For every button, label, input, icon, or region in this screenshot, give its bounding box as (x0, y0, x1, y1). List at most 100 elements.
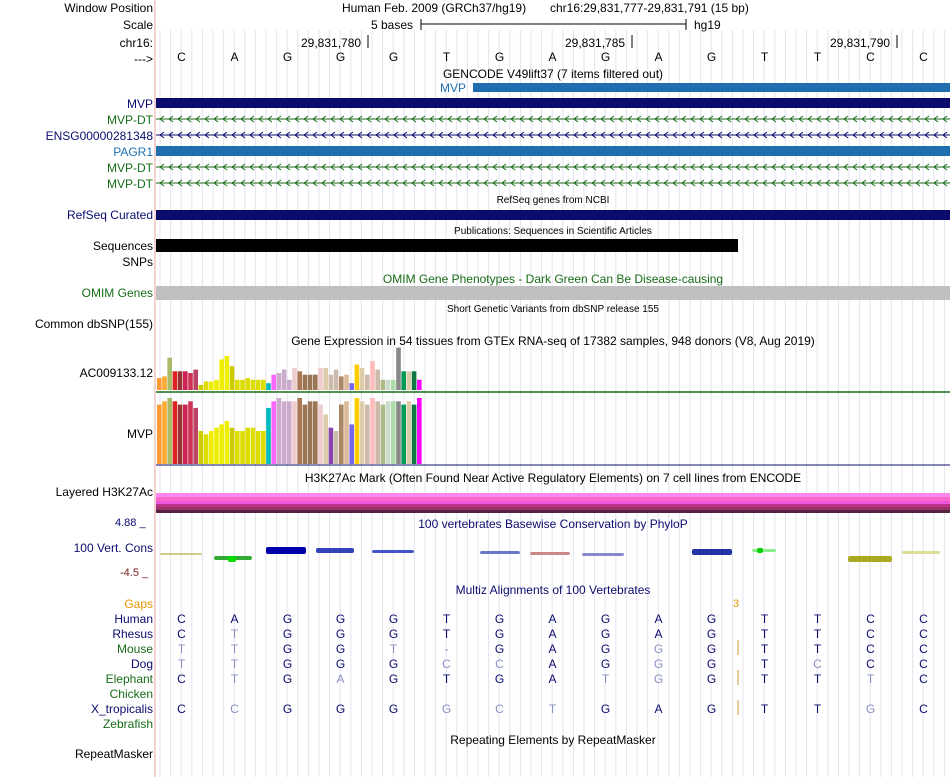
gtex-bar-mvp[interactable] (411, 404, 417, 464)
gtex-gene-label[interactable]: MVP (126, 427, 153, 441)
gtex-bar-ac009133[interactable] (177, 371, 183, 390)
gtex-bar-ac009133[interactable] (302, 374, 308, 390)
gencode-item-label[interactable]: MVP-DT (107, 161, 153, 175)
gtex-bar-ac009133[interactable] (385, 379, 391, 390)
phylop-mark[interactable] (530, 552, 570, 555)
h3k27ac-band[interactable] (156, 510, 950, 513)
phylop-label[interactable]: 100 Vert. Cons (73, 541, 153, 555)
h3k27ac-band[interactable] (156, 501, 950, 504)
gtex-bar-ac009133[interactable] (235, 379, 240, 390)
phylop-mark[interactable] (582, 553, 624, 556)
gtex-bar-mvp[interactable] (339, 404, 344, 464)
gtex-bar-ac009133[interactable] (375, 369, 380, 390)
gencode-item-label[interactable]: MVP-DT (107, 113, 153, 127)
gtex-bar-mvp[interactable] (183, 404, 188, 464)
gtex-bar-mvp[interactable] (235, 431, 240, 464)
repeatmasker-track-title[interactable]: Repeating Elements by RepeatMasker (450, 733, 656, 747)
gtex-bar-ac009133[interactable] (344, 374, 349, 390)
gtex-bar-mvp[interactable] (302, 404, 308, 464)
gtex-bar-mvp[interactable] (323, 414, 328, 465)
gtex-bar-ac009133[interactable] (188, 373, 193, 390)
species-label[interactable]: Human (114, 612, 153, 626)
gtex-bar-ac009133[interactable] (209, 381, 214, 391)
gtex-bar-mvp[interactable] (177, 404, 183, 464)
phylop-mark[interactable] (160, 553, 202, 555)
gtex-bar-ac009133[interactable] (250, 379, 256, 390)
gtex-bar-mvp[interactable] (261, 431, 266, 464)
refseq-label[interactable]: RefSeq Curated (66, 208, 153, 222)
gtex-bar-mvp[interactable] (229, 427, 235, 464)
gtex-bar-mvp[interactable] (209, 431, 214, 464)
gtex-bar-mvp[interactable] (219, 424, 224, 464)
gtex-bar-mvp[interactable] (188, 401, 193, 464)
gtex-bar-ac009133[interactable] (339, 376, 344, 390)
gtex-bar-mvp[interactable] (162, 401, 167, 464)
gtex-bar-ac009133[interactable] (411, 371, 417, 390)
gencode-track-title[interactable]: GENCODE V49lift37 (7 items filtered out) (442, 67, 664, 81)
omim-bar[interactable] (156, 286, 950, 300)
phylop-mark[interactable] (228, 556, 236, 562)
gtex-bar-ac009133[interactable] (198, 384, 204, 390)
phylop-mark[interactable] (757, 548, 763, 553)
gtex-bar-ac009133[interactable] (224, 356, 230, 390)
phylop-mark[interactable] (752, 549, 776, 552)
h3k27ac-band[interactable] (156, 504, 950, 507)
gtex-bar-ac009133[interactable] (229, 366, 235, 390)
gtex-bar-ac009133[interactable] (417, 379, 422, 390)
gtex-bar-mvp[interactable] (245, 427, 250, 464)
gtex-bar-mvp[interactable] (406, 401, 412, 464)
gtex-bar-ac009133[interactable] (328, 374, 334, 390)
gtex-bar-ac009133[interactable] (370, 361, 375, 390)
gtex-bar-mvp[interactable] (328, 427, 334, 464)
gtex-bar-ac009133[interactable] (266, 383, 271, 390)
gtex-gene-label[interactable]: AC009133.12 (79, 366, 153, 380)
gtex-bar-ac009133[interactable] (349, 383, 354, 390)
sequences-label[interactable]: Sequences (92, 239, 153, 253)
species-label[interactable]: Mouse (116, 642, 153, 656)
gtex-bar-mvp[interactable] (271, 401, 276, 464)
gtex-bar-mvp[interactable] (365, 404, 370, 464)
repeatmasker-label[interactable]: RepeatMasker (74, 747, 153, 761)
h3k27ac-label[interactable]: Layered H3K27Ac (55, 485, 153, 499)
gtex-bar-ac009133[interactable] (203, 381, 209, 391)
gtex-bar-ac009133[interactable] (354, 364, 360, 391)
gtex-bar-mvp[interactable] (318, 404, 323, 464)
gtex-bar-mvp[interactable] (287, 401, 292, 464)
species-label[interactable]: Zebrafish (102, 717, 153, 731)
phylop-mark[interactable] (848, 556, 892, 562)
gtex-bar-mvp[interactable] (224, 421, 230, 464)
gene-bar[interactable] (156, 146, 950, 156)
gtex-bar-mvp[interactable] (333, 431, 339, 464)
gtex-bar-ac009133[interactable] (255, 379, 261, 390)
gtex-bar-ac009133[interactable] (313, 374, 318, 390)
gtex-bar-ac009133[interactable] (261, 379, 266, 390)
gtex-bar-mvp[interactable] (157, 404, 162, 464)
gtex-bar-mvp[interactable] (193, 407, 198, 464)
refseq-track-title[interactable]: RefSeq genes from NCBI (496, 195, 610, 206)
gtex-bar-mvp[interactable] (385, 401, 391, 464)
gtex-bar-ac009133[interactable] (406, 371, 412, 390)
phylop-mark[interactable] (692, 549, 732, 555)
h3k27ac-band[interactable] (156, 497, 950, 501)
gtex-bar-ac009133[interactable] (359, 367, 365, 390)
gtex-bar-mvp[interactable] (240, 431, 245, 464)
species-label[interactable]: Elephant (105, 672, 153, 686)
gtex-bar-mvp[interactable] (391, 401, 396, 464)
gencode-item-label[interactable]: MVP-DT (107, 177, 153, 191)
gtex-bar-mvp[interactable] (396, 401, 401, 464)
species-label[interactable]: Dog (130, 657, 153, 671)
gtex-bar-mvp[interactable] (344, 401, 349, 464)
gtex-bar-mvp[interactable] (292, 401, 297, 464)
gtex-bar-ac009133[interactable] (276, 373, 282, 390)
publications-track-title[interactable]: Publications: Sequences in Scientific Ar… (454, 226, 652, 237)
gtex-bar-ac009133[interactable] (167, 357, 172, 390)
gtex-bar-mvp[interactable] (359, 401, 365, 464)
gtex-bar-mvp[interactable] (281, 401, 287, 464)
gtex-bar-ac009133[interactable] (214, 379, 219, 390)
gtex-bar-mvp[interactable] (417, 398, 422, 464)
gtex-bar-ac009133[interactable] (380, 379, 386, 390)
h3k27ac-band[interactable] (156, 507, 950, 510)
gtex-bar-ac009133[interactable] (318, 367, 323, 390)
phylop-mark[interactable] (372, 550, 414, 553)
gtex-bar-mvp[interactable] (203, 434, 209, 464)
